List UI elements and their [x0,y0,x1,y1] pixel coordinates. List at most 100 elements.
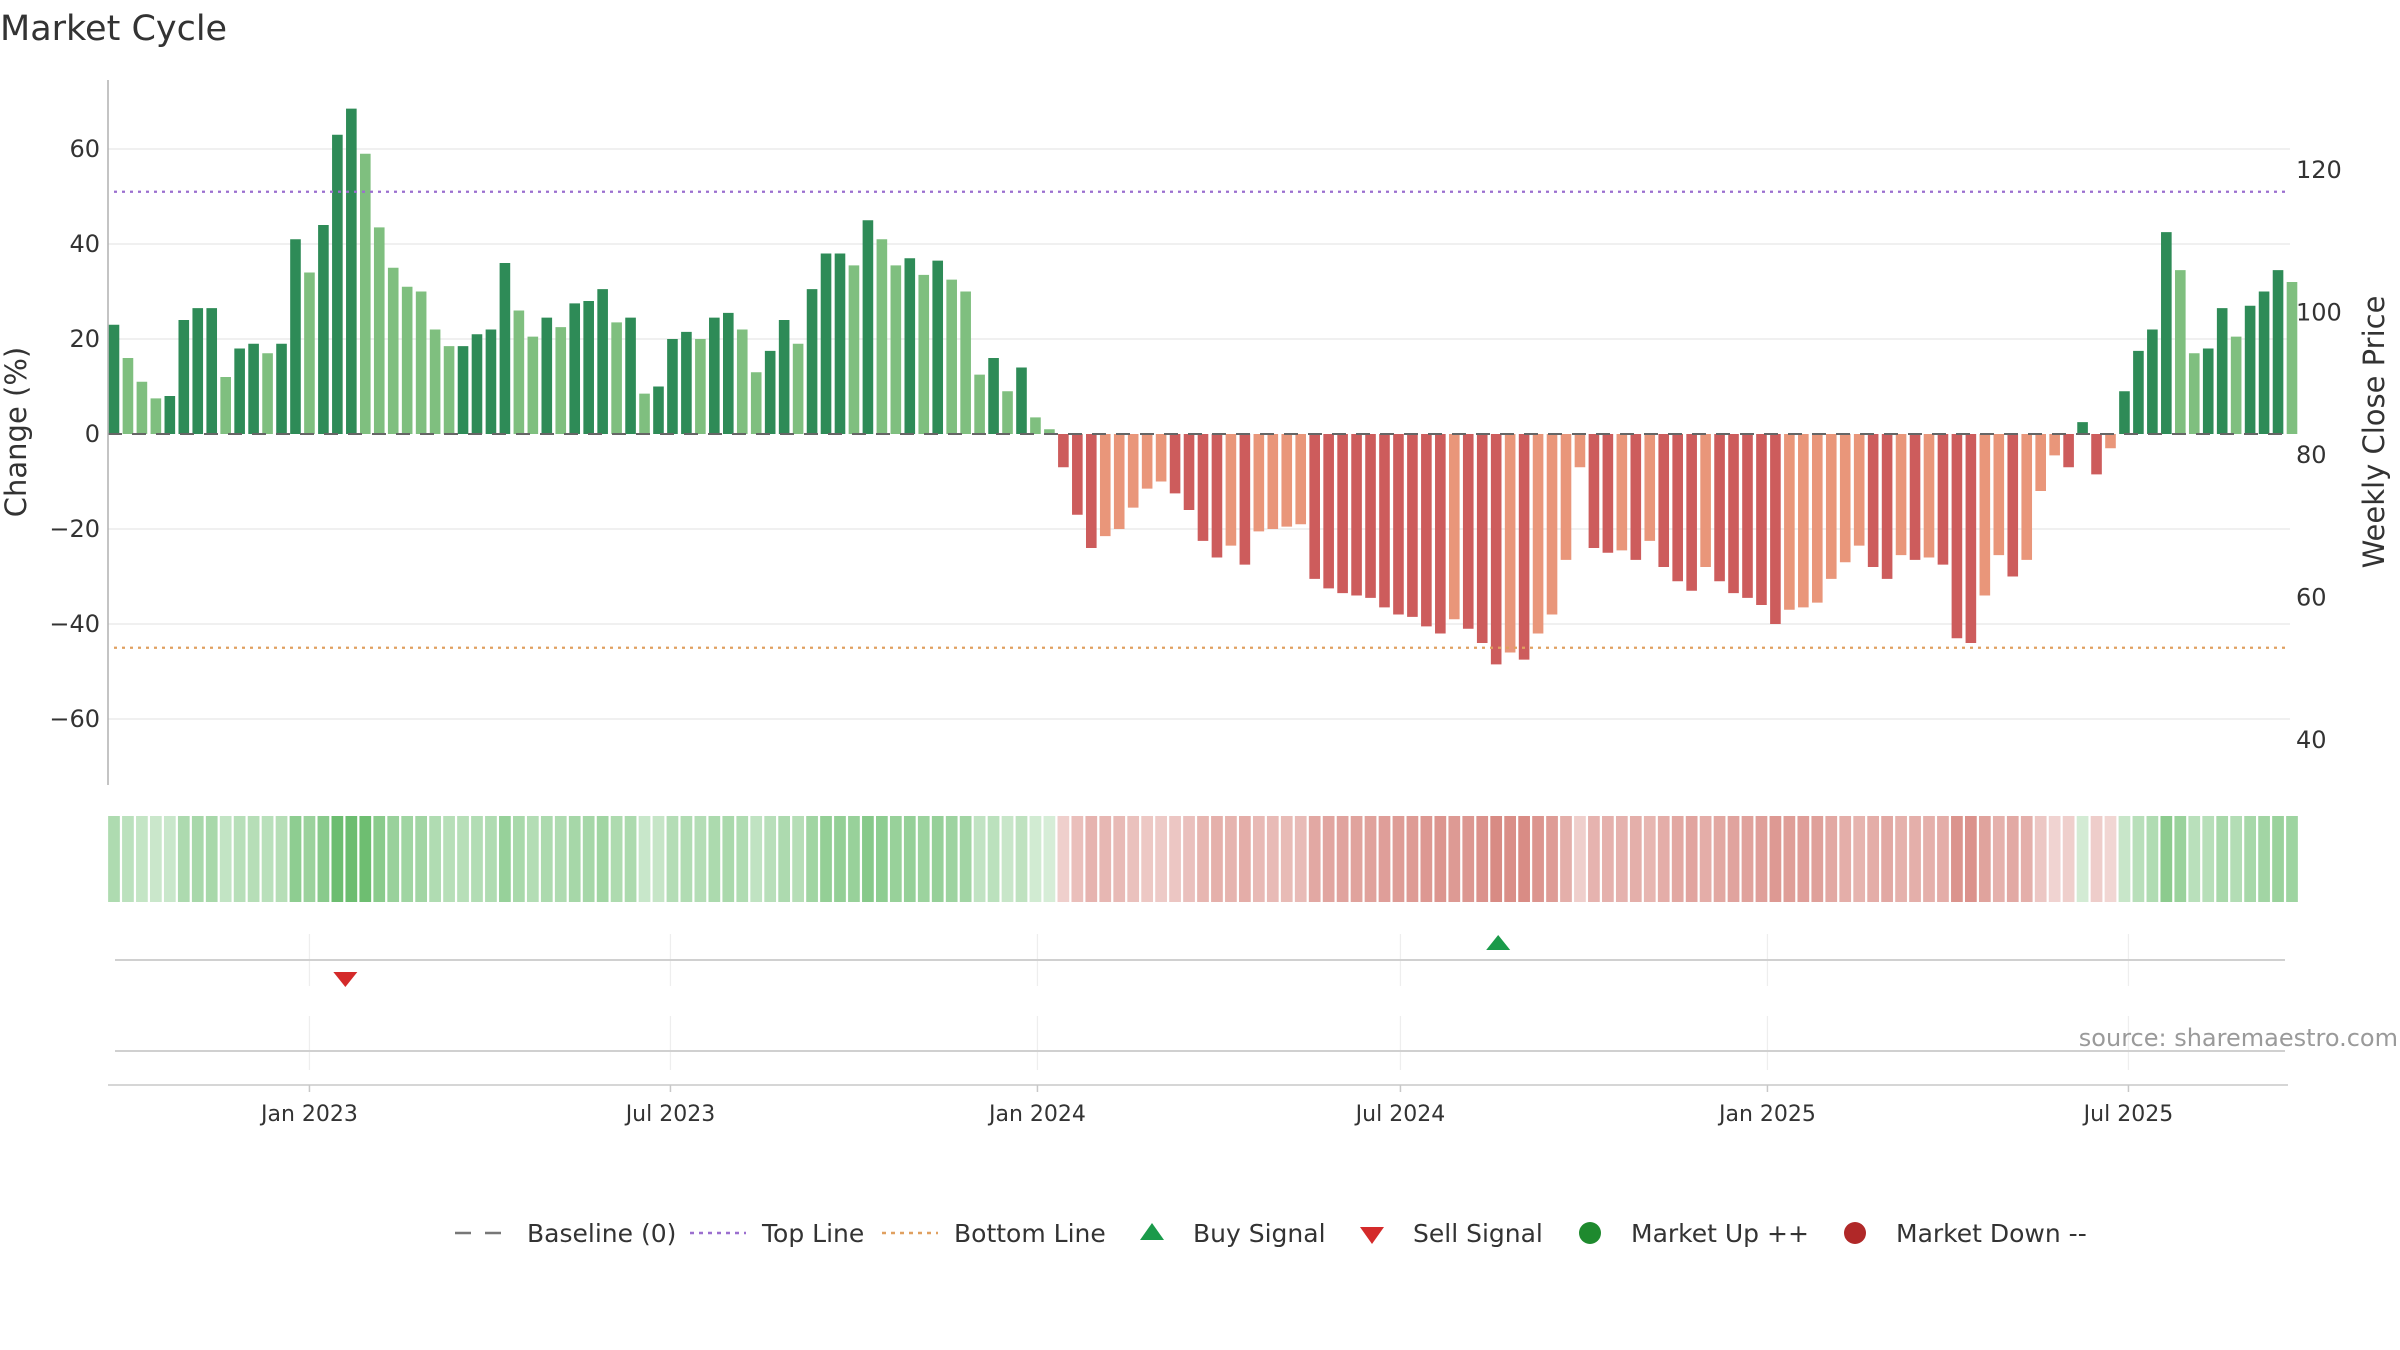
bar [1630,434,1642,560]
bar [1016,367,1027,434]
heat-cell [540,816,553,902]
heat-strip [108,816,2298,902]
heat-cell [2006,816,2019,902]
bar [2049,434,2060,456]
bar [1295,434,1307,525]
legend-swatch-buy [1140,1223,1164,1240]
bar [108,324,120,434]
bar [1197,434,1209,541]
bar [820,253,832,434]
bar [443,346,455,435]
heat-cell [1462,816,1475,902]
left-tick-label: −40 [49,610,100,638]
bar [513,310,525,434]
bar [1030,417,1041,435]
bar [1239,434,1251,565]
bar [2133,350,2144,435]
bar [415,291,427,434]
heat-cell [1643,816,1656,902]
bar [2216,308,2228,435]
right-axis-ticks: 120 100 80 60 40 [2296,156,2342,754]
heat-cell [1197,816,1209,902]
legend-item: Top Line [690,1219,864,1248]
bar [1895,434,1907,556]
sell-signal-marker [333,972,358,987]
bar [1435,434,1446,634]
bar [304,272,315,434]
bar [653,386,664,434]
bar [2286,282,2298,434]
heat-cell [1727,816,1740,902]
heat-cell [862,816,874,902]
heat-cell [122,816,134,902]
heat-cell [1294,816,1307,902]
bar [1365,434,1376,598]
heat-cell [1881,816,1893,902]
heat-cell [750,816,763,902]
bar [541,317,553,435]
bar [1351,434,1362,596]
bar [960,291,971,434]
heat-cell [1783,816,1796,902]
heat-cell [610,816,623,902]
bar [1044,429,1055,434]
bar [1072,434,1083,515]
heat-cell [1308,816,1321,902]
heat-cell [1671,816,1684,902]
heat-cell [1839,816,1852,902]
bar [1518,434,1530,660]
heat-cell [792,816,804,902]
bar [736,329,748,434]
bar [974,374,985,435]
legend-label: Buy Signal [1193,1219,1326,1248]
bar [1309,434,1320,579]
heat-cell [233,816,246,902]
heat-cell [554,816,567,902]
legend-label: Market Up ++ [1631,1219,1809,1248]
heat-cell [499,816,511,902]
heat-cell [2118,816,2131,902]
main-grid [108,148,2290,720]
heat-cell [1951,816,1963,902]
bar [1588,434,1600,548]
legend-item: Market Up ++ [1579,1219,1809,1248]
bar [1421,434,1432,627]
bar [178,320,190,434]
bar [918,274,930,435]
heat-cell [2146,816,2159,902]
bar [234,348,245,434]
heat-cell [289,816,302,902]
heat-cell [1141,816,1154,902]
heat-cell [1657,816,1670,902]
bar [1490,434,1502,665]
x-tick-label: Jul 2023 [624,1102,716,1127]
bar [1853,434,1865,546]
heat-cell [596,816,609,902]
bar [248,343,259,434]
heat-cell [1406,816,1419,902]
heat-cell [945,816,958,902]
reference-lines [108,190,2290,649]
legend-label: Top Line [761,1219,864,1248]
bar [1099,434,1111,537]
heat-cell [987,816,1000,902]
bar [2063,434,2074,468]
bar [1253,434,1265,532]
bar [2244,305,2256,434]
bar [1141,434,1153,489]
heat-cell [2188,816,2201,902]
bar [387,267,399,434]
heat-cell [1169,816,1181,902]
bar [1504,434,1516,653]
bar [2021,434,2033,560]
heat-cell [973,816,986,902]
bar [2091,434,2102,475]
bar [695,339,706,434]
bar [1532,434,1544,634]
heat-cell [959,816,972,902]
bar [2147,329,2158,434]
heat-cell [177,816,190,902]
bar [1407,434,1418,617]
heat-cell [2132,816,2145,902]
bar [1085,434,1097,548]
